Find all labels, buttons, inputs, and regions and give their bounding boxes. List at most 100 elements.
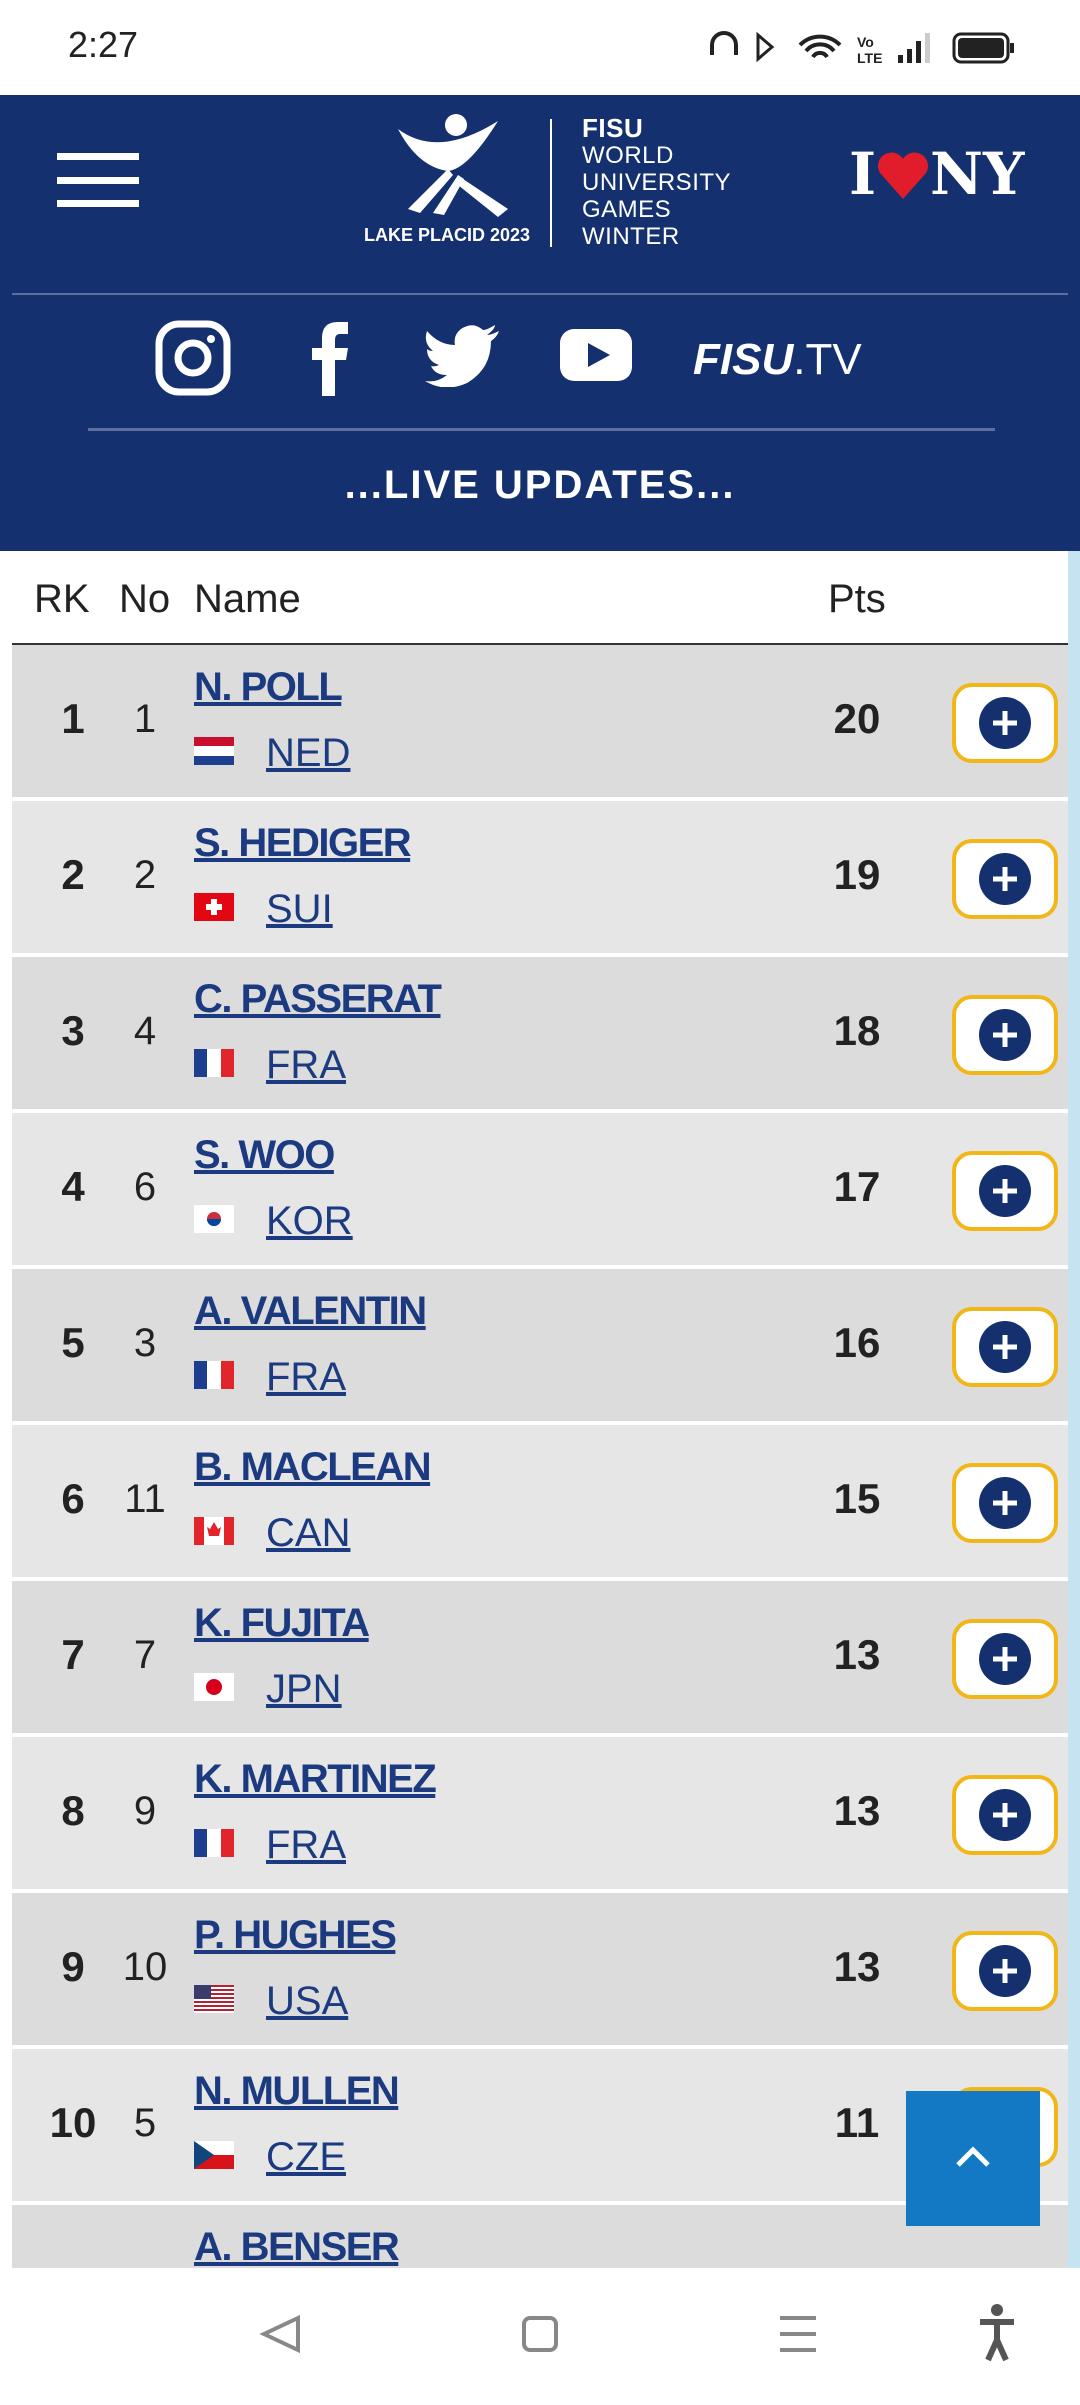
plus-sign bbox=[993, 1179, 1017, 1203]
sponsor-right: NY bbox=[930, 140, 1025, 208]
plus-icon bbox=[979, 1633, 1031, 1685]
athlete-name[interactable]: S. HEDIGER bbox=[194, 821, 412, 865]
country[interactable]: SUI bbox=[266, 887, 333, 931]
fisu-tv-link[interactable]: FISU.TV bbox=[693, 335, 862, 385]
column-header: RK bbox=[34, 577, 90, 621]
expand-button[interactable] bbox=[952, 1775, 1058, 1855]
table-row: 9 10 P. HUGHES USA 13 bbox=[12, 1893, 1068, 2045]
plus-icon bbox=[979, 1477, 1031, 1529]
divider bbox=[88, 428, 995, 431]
table-row: 3 4 C. PASSERAT FRA 18 bbox=[12, 957, 1068, 1109]
expand-button[interactable] bbox=[952, 839, 1058, 919]
flag-part bbox=[194, 1997, 234, 1999]
flag bbox=[194, 1205, 234, 1233]
athlete-name[interactable]: K. FUJITA bbox=[194, 1601, 370, 1645]
fisu-line: WINTER bbox=[582, 223, 680, 250]
twitter-link[interactable] bbox=[425, 323, 501, 387]
country[interactable]: NED bbox=[266, 731, 351, 775]
fisu-line: FISU bbox=[582, 113, 644, 143]
rank: 4 bbox=[61, 1163, 85, 1210]
flag-box bbox=[194, 1665, 236, 1709]
menu-button[interactable] bbox=[57, 153, 139, 207]
plus-icon bbox=[979, 697, 1031, 749]
athlete-name[interactable]: S. WOO bbox=[194, 1133, 335, 1177]
athlete-name[interactable]: A. BENSER bbox=[194, 2225, 400, 2268]
country[interactable]: FRA bbox=[266, 1043, 346, 1087]
instagram-link[interactable] bbox=[155, 320, 231, 396]
country[interactable]: JPN bbox=[266, 1667, 342, 1711]
expand-button[interactable] bbox=[952, 1151, 1058, 1231]
rank: 2 bbox=[61, 851, 85, 898]
athlete-name[interactable]: B. MACLEAN bbox=[194, 1445, 432, 1489]
recents-button[interactable] bbox=[780, 2316, 816, 2352]
flag-part bbox=[194, 2141, 214, 2169]
scroll-top-button[interactable] bbox=[906, 2091, 1040, 2226]
home-button[interactable] bbox=[522, 2316, 558, 2352]
country[interactable]: FRA bbox=[266, 1355, 346, 1399]
flag-part bbox=[206, 1679, 222, 1695]
expand-button[interactable] bbox=[952, 683, 1058, 763]
flag bbox=[194, 1049, 234, 1077]
logo-caption: LAKE PLACID 2023 bbox=[364, 225, 531, 245]
column-header: Name bbox=[194, 577, 301, 621]
points: 17 bbox=[833, 1163, 881, 1210]
status-bar: 2:27 Vo LTE bbox=[0, 0, 1080, 95]
athlete-name[interactable]: N. POLL bbox=[194, 665, 343, 709]
flag-box bbox=[194, 1041, 236, 1085]
country[interactable]: CZE bbox=[266, 2135, 346, 2179]
table-row: 2 2 S. HEDIGER SUI 19 bbox=[12, 801, 1068, 953]
points: 19 bbox=[833, 851, 881, 898]
bib-number: 7 bbox=[133, 1633, 157, 1677]
rank: 3 bbox=[61, 1007, 85, 1054]
svg-text:LTE: LTE bbox=[857, 50, 882, 66]
flag-part bbox=[194, 1985, 211, 1999]
flag-part bbox=[194, 1829, 207, 1857]
flag-part bbox=[207, 1219, 221, 1226]
country[interactable]: USA bbox=[266, 1979, 349, 2023]
athlete-name[interactable]: A. VALENTIN bbox=[194, 1289, 427, 1333]
bib-number: 6 bbox=[133, 1165, 157, 1209]
bib-number: 5 bbox=[133, 2101, 157, 2145]
fisu-line: UNIVERSITY bbox=[582, 169, 732, 196]
expand-button[interactable] bbox=[952, 995, 1058, 1075]
back-button[interactable] bbox=[259, 2314, 300, 2354]
flag-part bbox=[194, 2009, 234, 2011]
points: 11 bbox=[834, 2099, 880, 2146]
points: 13 bbox=[833, 1787, 881, 1834]
flag-box bbox=[194, 1821, 236, 1865]
athlete-name[interactable]: N. MULLEN bbox=[194, 2069, 400, 2113]
table-row: A. BENSER bbox=[12, 2205, 1068, 2268]
table-row: 7 7 K. FUJITA JPN 13 bbox=[12, 1581, 1068, 1733]
expand-button[interactable] bbox=[952, 1619, 1058, 1699]
athlete-name[interactable]: C. PASSERAT bbox=[194, 977, 442, 1021]
flag-part bbox=[224, 1517, 234, 1545]
expand-button[interactable] bbox=[952, 1931, 1058, 2011]
flag bbox=[194, 2141, 234, 2169]
rank: 5 bbox=[61, 1319, 85, 1366]
flag-part bbox=[194, 2001, 234, 2003]
points: 18 bbox=[833, 1007, 881, 1054]
accessibility-button[interactable] bbox=[980, 2304, 1014, 2362]
country[interactable]: FRA bbox=[266, 1823, 346, 1867]
athlete-name[interactable]: K. MARTINEZ bbox=[194, 1757, 437, 1801]
flag-part bbox=[221, 1361, 234, 1389]
country[interactable]: KOR bbox=[266, 1199, 353, 1243]
rank: 6 bbox=[61, 1475, 85, 1522]
expand-button[interactable] bbox=[952, 1307, 1058, 1387]
expand-button[interactable] bbox=[952, 1463, 1058, 1543]
flag-part bbox=[194, 1361, 207, 1389]
table-row: 4 6 S. WOO KOR 17 bbox=[12, 1113, 1068, 1265]
youtube-link[interactable] bbox=[560, 329, 632, 381]
divider bbox=[12, 293, 1068, 295]
country[interactable]: CAN bbox=[266, 1511, 351, 1555]
flag bbox=[194, 1829, 234, 1857]
facebook-link[interactable] bbox=[308, 320, 352, 396]
scroll-track bbox=[1068, 551, 1080, 2268]
flag bbox=[194, 1985, 234, 2013]
flag-part bbox=[194, 1985, 234, 1987]
table-row: 1 1 N. POLL NED 20 bbox=[12, 645, 1068, 797]
plus-sign bbox=[993, 711, 1017, 735]
athlete-name[interactable]: P. HUGHES bbox=[194, 1913, 397, 1957]
table-header: RK No Name Pts bbox=[12, 551, 1068, 645]
